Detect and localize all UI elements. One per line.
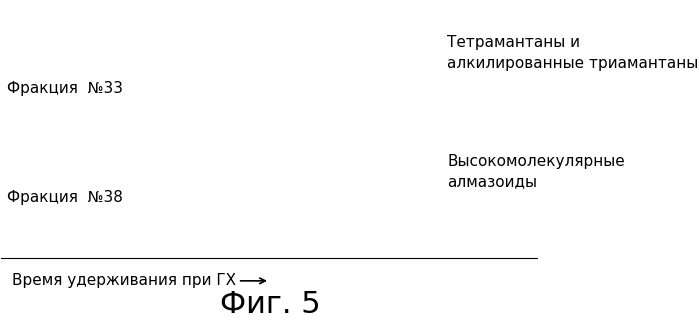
Text: Фиг. 5: Фиг. 5 xyxy=(219,290,320,319)
Text: Фракция  №38: Фракция №38 xyxy=(7,190,122,205)
Text: Фракция  №33: Фракция №33 xyxy=(7,81,123,96)
Text: Время удерживания при ГХ: Время удерживания при ГХ xyxy=(12,273,236,288)
Text: Высокомолекулярные
алмазоиды: Высокомолекулярные алмазоиды xyxy=(447,154,625,190)
Text: Тетрамантаны и
алкилированные триамантаны: Тетрамантаны и алкилированные триамантан… xyxy=(447,35,698,71)
